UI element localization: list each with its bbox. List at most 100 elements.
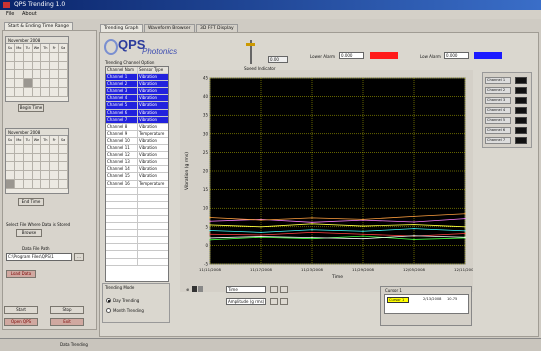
table-row[interactable]: Channel 9 Temperature bbox=[106, 130, 168, 138]
calendar-day[interactable] bbox=[59, 87, 68, 97]
table-row[interactable]: Channel 6 Vibration bbox=[106, 109, 168, 117]
calendar-day[interactable] bbox=[59, 162, 68, 172]
end-time-button[interactable]: End Time bbox=[18, 198, 44, 206]
end-calendar[interactable]: November 2008 Su Mo Tu We Th Fr Sa bbox=[5, 128, 69, 194]
x-scale-field[interactable]: Time bbox=[226, 286, 266, 293]
begin-time-button[interactable]: Begin Time bbox=[18, 104, 44, 112]
table-row[interactable]: Channel 5 Vibration bbox=[106, 102, 168, 110]
calendar-day[interactable] bbox=[32, 171, 42, 180]
calendar-grid[interactable]: Su Mo Tu We Th Fr Sa bbox=[6, 44, 68, 97]
calendar-day[interactable] bbox=[59, 171, 68, 180]
calendar-day[interactable] bbox=[41, 87, 51, 97]
calendar-day[interactable] bbox=[50, 171, 60, 180]
calendar-day[interactable] bbox=[41, 79, 51, 88]
table-row[interactable]: Channel 12 Vibration bbox=[106, 152, 168, 160]
empty-table-row[interactable] bbox=[106, 244, 168, 252]
calendar-day[interactable] bbox=[23, 144, 33, 154]
y-lock-button[interactable] bbox=[280, 298, 288, 305]
calendar-day[interactable] bbox=[14, 70, 24, 80]
calendar-day[interactable] bbox=[41, 179, 51, 189]
calendar-day[interactable] bbox=[59, 144, 68, 154]
table-row[interactable]: Channel 8 Vibration bbox=[106, 123, 168, 131]
lower-alarm-field[interactable]: 0.000 bbox=[339, 52, 364, 59]
calendar-day[interactable] bbox=[41, 171, 51, 180]
calendar-day[interactable] bbox=[41, 144, 51, 154]
calendar-day[interactable] bbox=[32, 87, 42, 97]
calendar-day[interactable] bbox=[23, 79, 33, 88]
calendar-day[interactable] bbox=[14, 87, 24, 97]
calendar-day[interactable] bbox=[41, 61, 51, 71]
table-row[interactable]: Channel 13 Vibration bbox=[106, 159, 168, 167]
calendar-day[interactable] bbox=[32, 179, 42, 189]
calendar-day[interactable] bbox=[14, 179, 24, 189]
calendar-day[interactable] bbox=[23, 162, 33, 172]
load-data-button[interactable]: Load Data bbox=[6, 270, 36, 278]
channel-table[interactable]: Channel Nam Sensor Type Channel 1 Vibrati… bbox=[105, 66, 169, 282]
low-alarm-color[interactable] bbox=[474, 52, 502, 59]
calendar-day[interactable] bbox=[14, 171, 24, 180]
legend-item[interactable]: Channel 1 bbox=[485, 77, 531, 85]
table-row[interactable]: Channel 14 Vibration bbox=[106, 166, 168, 174]
tab-3d-fft[interactable]: 3D FFT Display bbox=[196, 24, 238, 32]
calendar-day[interactable] bbox=[6, 171, 15, 180]
empty-table-row[interactable] bbox=[106, 194, 168, 202]
calendar-day[interactable] bbox=[14, 52, 24, 62]
legend-item[interactable]: Channel 4 bbox=[485, 107, 531, 115]
trending-graph[interactable]: -5 0 5 10 15 20 25 30 35 40 45 11/11/2008 11/17/2008… bbox=[180, 70, 477, 292]
calendar-day[interactable] bbox=[23, 171, 33, 180]
calendar-day[interactable] bbox=[23, 52, 33, 62]
calendar-day[interactable] bbox=[32, 162, 42, 172]
tab-trending-graph[interactable]: Trending Graph bbox=[100, 24, 143, 32]
calendar-day[interactable] bbox=[41, 52, 51, 62]
y-scale-field[interactable]: Amplitude (g rms) bbox=[226, 298, 266, 305]
calendar-day[interactable] bbox=[23, 153, 33, 163]
empty-table-row[interactable] bbox=[106, 251, 168, 259]
calendar-day[interactable] bbox=[50, 70, 60, 80]
calendar-day[interactable] bbox=[14, 144, 24, 154]
calendar-day[interactable] bbox=[32, 79, 42, 88]
calendar-day[interactable] bbox=[50, 179, 60, 189]
stop-button[interactable]: Stop bbox=[50, 306, 84, 314]
calendar-day[interactable] bbox=[23, 87, 33, 97]
table-row[interactable]: Channel 7 Vibration bbox=[106, 116, 168, 124]
empty-table-row[interactable] bbox=[106, 201, 168, 209]
calendar-day[interactable] bbox=[6, 179, 15, 189]
calendar-day[interactable] bbox=[50, 61, 60, 71]
empty-table-row[interactable] bbox=[106, 223, 168, 231]
empty-table-row[interactable] bbox=[106, 187, 168, 195]
pan-icon[interactable] bbox=[192, 286, 197, 292]
start-button[interactable]: Start bbox=[4, 306, 38, 314]
calendar-day[interactable] bbox=[6, 70, 15, 80]
calendar-day[interactable] bbox=[6, 153, 15, 163]
browse-button[interactable]: Browse bbox=[16, 229, 42, 237]
calendar-day[interactable] bbox=[23, 61, 33, 71]
menu-about[interactable]: About bbox=[21, 11, 37, 17]
calendar-day[interactable] bbox=[6, 52, 15, 62]
zoom-icon[interactable]: ⊕ bbox=[186, 287, 190, 292]
tab-waveform-browser[interactable]: Waveform Browser bbox=[144, 24, 195, 32]
calendar-day[interactable] bbox=[32, 70, 42, 80]
menu-file[interactable]: File bbox=[6, 11, 15, 17]
legend-item[interactable]: Channel 6 bbox=[485, 127, 531, 135]
cursor-icon[interactable] bbox=[198, 286, 203, 292]
calendar-day[interactable] bbox=[50, 79, 60, 88]
exit-button[interactable]: Exit bbox=[50, 318, 84, 326]
calendar-day[interactable] bbox=[50, 144, 60, 154]
empty-table-row[interactable] bbox=[106, 215, 168, 224]
table-row[interactable]: Channel 15 Vibration bbox=[106, 173, 168, 181]
open-qps-button[interactable]: Open QPS bbox=[4, 318, 38, 326]
day-trending-radio[interactable] bbox=[106, 298, 111, 303]
table-row[interactable]: Channel 10 Vibration bbox=[106, 137, 168, 146]
cursor-list[interactable]: Cursor 1 2/13/2008 10.75 bbox=[384, 294, 469, 314]
calendar-day[interactable] bbox=[41, 162, 51, 172]
graph-palette[interactable]: ⊕ bbox=[186, 286, 204, 293]
calendar-day[interactable] bbox=[14, 153, 24, 163]
lower-alarm-color[interactable] bbox=[370, 52, 398, 59]
calendar-day[interactable] bbox=[32, 144, 42, 154]
table-row[interactable]: Channel 3 Vibration bbox=[106, 88, 168, 96]
empty-table-row[interactable] bbox=[106, 208, 168, 216]
calendar-day[interactable] bbox=[23, 70, 33, 80]
calendar-day[interactable] bbox=[14, 79, 24, 88]
legend-item[interactable]: Channel 3 bbox=[485, 97, 531, 105]
calendar-day[interactable] bbox=[50, 162, 60, 172]
